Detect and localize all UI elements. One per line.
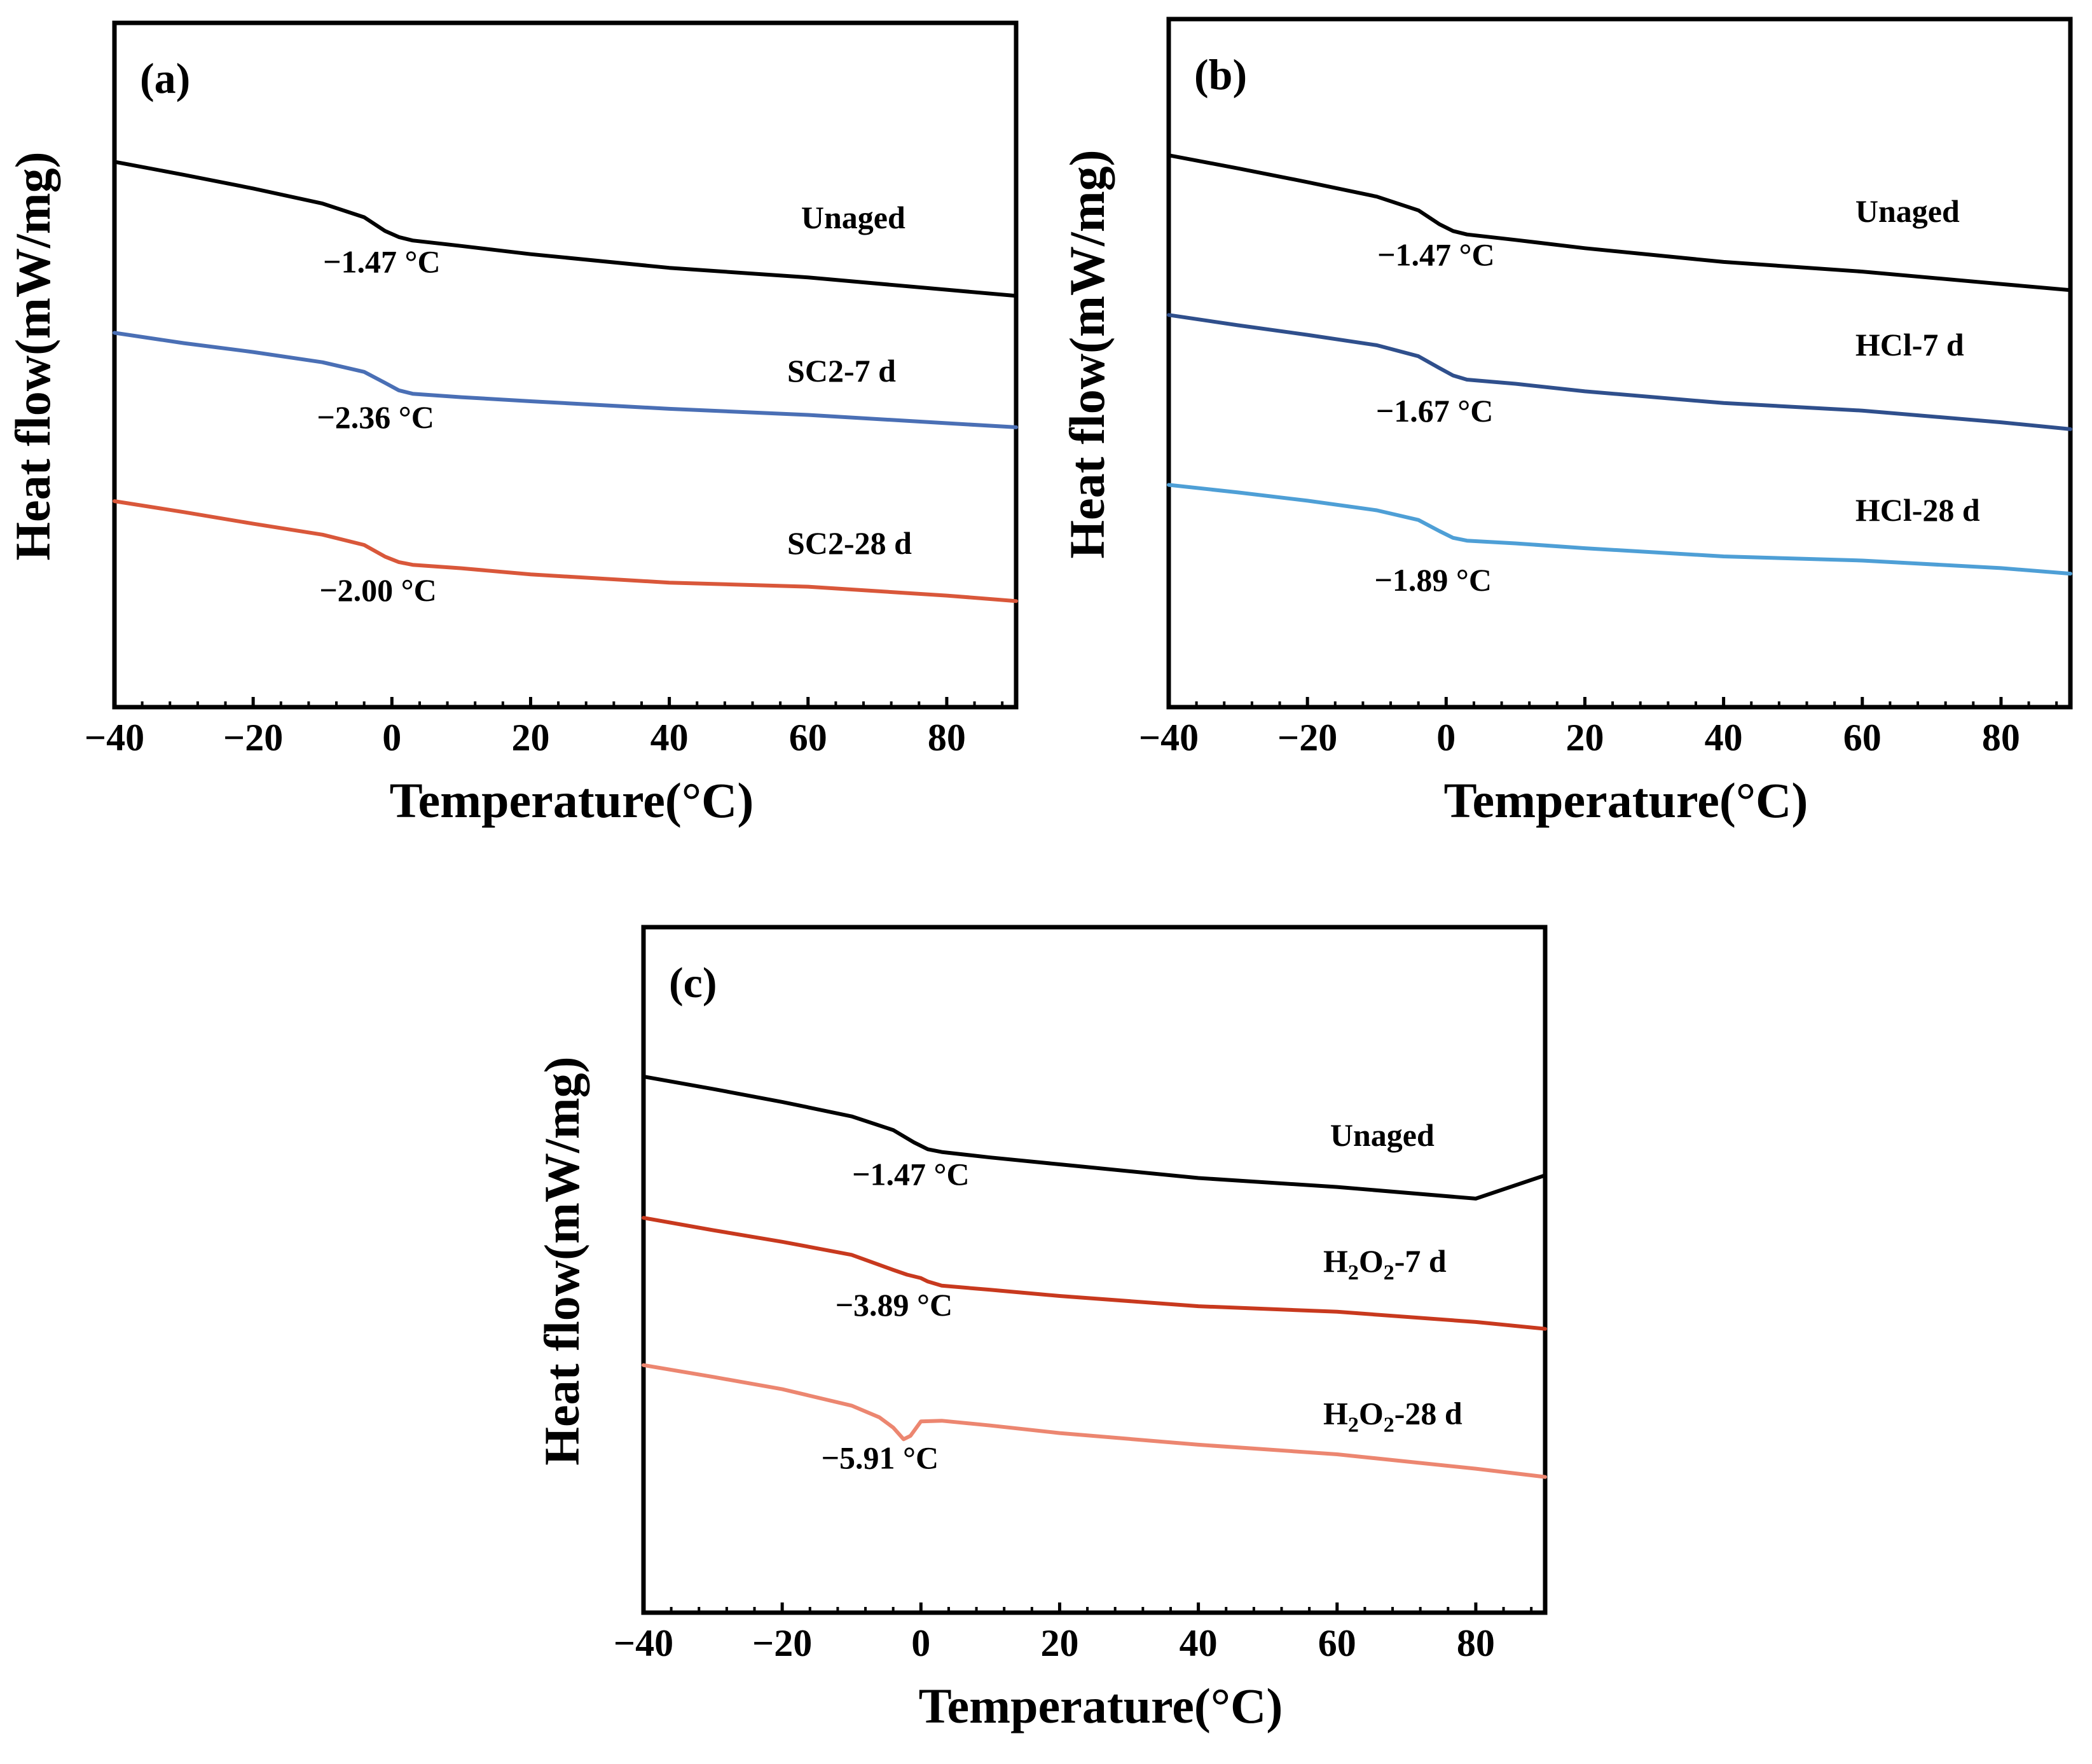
x-tick-label: −40 [1139, 717, 1199, 759]
transition-annotation: −1.89 °C [1374, 562, 1492, 598]
series-line [113, 160, 1018, 298]
x-tick-label: 60 [789, 717, 827, 759]
x-axis-title: Temperature(°C) [919, 1678, 1283, 1733]
transition-annotation: −1.47 °C [323, 244, 441, 280]
transition-annotation: −2.36 °C [317, 399, 434, 435]
x-tick-label: 60 [1843, 717, 1882, 759]
series-line [1167, 153, 2072, 293]
y-axis-title: Heat flow(mW/mg) [534, 1056, 589, 1465]
series-label: H2O2-28 d [1323, 1396, 1462, 1437]
series-label: Unaged [1855, 193, 1960, 229]
series-label: Unaged [801, 200, 905, 235]
series-line [642, 1363, 1547, 1479]
panel-a: −40 −20 0 20 40 60 80 Temperature(°C) Heat flow(… [5, 20, 1019, 828]
series-line [113, 499, 1018, 603]
series-label: HCl-28 d [1855, 492, 1980, 528]
series-label: HCl-7 d [1855, 327, 1964, 362]
plot-frame [112, 20, 1019, 710]
x-tick-label: −40 [614, 1622, 673, 1664]
series-line [1167, 483, 2072, 576]
panel-label: (c) [669, 958, 717, 1007]
series-label: SC2-28 d [787, 525, 912, 561]
transition-annotation: −5.91 °C [822, 1440, 939, 1476]
panel-label: (a) [140, 54, 190, 102]
x-tick-label: 60 [1318, 1622, 1356, 1664]
series-line [113, 331, 1018, 429]
transition-annotation: −2.00 °C [319, 572, 437, 608]
x-tick-label: 40 [1705, 717, 1743, 759]
transition-annotation: −1.47 °C [852, 1156, 970, 1192]
x-tick-label: 40 [1180, 1622, 1218, 1664]
x-tick-label: 20 [1566, 717, 1604, 759]
x-axis-title: Temperature(°C) [1444, 773, 1808, 828]
x-tick-label: 80 [1457, 1622, 1495, 1664]
series-line [642, 1216, 1547, 1331]
transition-annotation: −1.67 °C [1376, 393, 1494, 429]
transition-annotation: −3.89 °C [836, 1287, 953, 1323]
x-tick-label: 0 [1436, 717, 1455, 759]
series-label: SC2-7 d [787, 353, 896, 389]
x-tick-label: −20 [752, 1622, 812, 1664]
x-tick-label: −20 [223, 717, 283, 759]
series-label: Unaged [1330, 1117, 1435, 1153]
plot-frame [641, 925, 1548, 1615]
x-tick-label: −40 [85, 717, 144, 759]
x-tick-label: 0 [911, 1622, 930, 1664]
x-tick-label: −20 [1277, 717, 1337, 759]
x-tick-label: 20 [1040, 1622, 1078, 1664]
transition-annotation: −1.47 °C [1377, 237, 1495, 272]
x-tick-label: 0 [382, 717, 401, 759]
series-line [642, 1075, 1547, 1201]
x-tick-label: 80 [928, 717, 966, 759]
panel-b: −40 −20 0 20 40 60 80 Temperature(°C) Heat flow(… [1059, 17, 2073, 828]
series-line [1167, 313, 2072, 431]
y-axis-title: Heat flow(mW/mg) [1059, 149, 1115, 558]
x-tick-label: 40 [650, 717, 689, 759]
y-axis-title: Heat flow(mW/mg) [5, 151, 60, 560]
panel-c: −40 −20 0 20 40 60 80 Temperature(°C) Heat flow(… [534, 925, 1548, 1733]
series-label: H2O2-7 d [1323, 1243, 1447, 1285]
x-tick-label: 20 [511, 717, 549, 759]
x-axis-title: Temperature(°C) [390, 773, 754, 828]
plot-frame [1166, 17, 2073, 710]
panel-label: (b) [1194, 50, 1247, 99]
x-tick-label: 80 [1982, 717, 2020, 759]
